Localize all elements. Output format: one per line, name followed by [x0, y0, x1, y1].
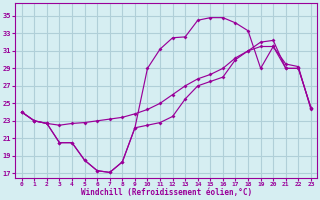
- X-axis label: Windchill (Refroidissement éolien,°C): Windchill (Refroidissement éolien,°C): [81, 188, 252, 197]
